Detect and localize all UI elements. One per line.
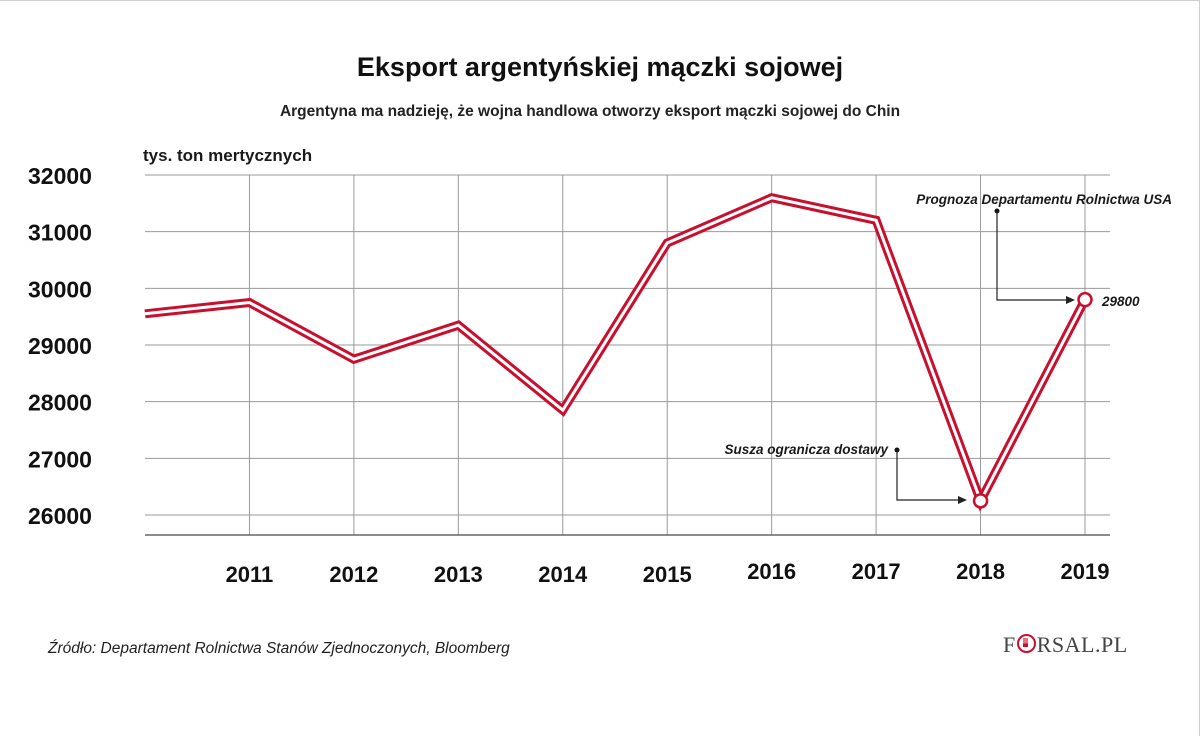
highlight-marker — [1077, 291, 1093, 308]
arrow-icon — [1066, 296, 1075, 304]
data-point — [249, 302, 250, 303]
y-tick-label: 27000 — [28, 446, 92, 472]
x-tick-label: 2017 — [852, 559, 901, 584]
data-point — [458, 325, 459, 326]
annotation-drought-text: Susza ogranicza dostawy — [724, 442, 889, 457]
x-tick-label: 2018 — [956, 559, 1005, 584]
forsal-logo[interactable]: F RSAL.PL — [1003, 632, 1128, 658]
chart-title: Eksport argentyńskiej mączki sojowej — [356, 52, 844, 82]
y-tick-label: 29000 — [28, 333, 92, 359]
x-tick-label: 2019 — [1061, 559, 1110, 584]
x-tick-label: 2012 — [329, 562, 378, 587]
data-point — [667, 243, 668, 244]
chart-subtitle: Argentyna ma nadzieję, że wojna handlowa… — [279, 103, 901, 120]
highlight-marker — [972, 493, 989, 509]
x-tick-label: 2011 — [226, 562, 274, 587]
grid — [145, 174, 1110, 536]
annotation-leader — [896, 450, 960, 501]
x-tick-label: 2014 — [538, 562, 588, 587]
annotations: Prognoza Departamentu Rolnictwa USA 29800… — [724, 192, 1172, 504]
annotation-value-text: 29800 — [1101, 294, 1140, 309]
y-axis-ticks: 26000 27000 28000 29000 30000 31000 32000 — [28, 163, 92, 529]
source-note: Źródło: Departament Rolnictwa Stanów Zje… — [48, 640, 510, 657]
y-axis-label: tys. ton mertycznych — [143, 146, 312, 165]
data-point — [876, 220, 877, 221]
data-point — [353, 359, 354, 360]
y-tick-label: 30000 — [28, 276, 92, 302]
x-axis-ticks: 2011 2012 2013 2014 2015 2016 2017 2018 2019 — [226, 559, 1110, 587]
logo-left: F — [1003, 632, 1016, 657]
y-tick-label: 32000 — [28, 163, 92, 189]
series-line-inner — [144, 196, 1087, 505]
series-line — [144, 192, 1093, 512]
annotation-forecast-text: Prognoza Departamentu Rolnictwa USA — [916, 192, 1172, 207]
annotation-leader — [996, 211, 1068, 301]
forsal-o-chart-icon — [1016, 634, 1036, 653]
y-tick-label: 26000 — [28, 503, 92, 529]
data-point — [562, 410, 563, 411]
x-tick-label: 2016 — [747, 559, 796, 584]
y-tick-label: 31000 — [28, 220, 92, 246]
x-tick-label: 2015 — [643, 562, 692, 587]
logo-right: RSAL.PL — [1036, 632, 1128, 657]
data-point — [145, 313, 146, 314]
data-point — [771, 197, 772, 198]
series-line-outer — [144, 192, 1089, 512]
x-tick-label: 2013 — [434, 562, 483, 587]
y-tick-label: 28000 — [28, 390, 92, 416]
arrow-icon — [958, 496, 967, 504]
